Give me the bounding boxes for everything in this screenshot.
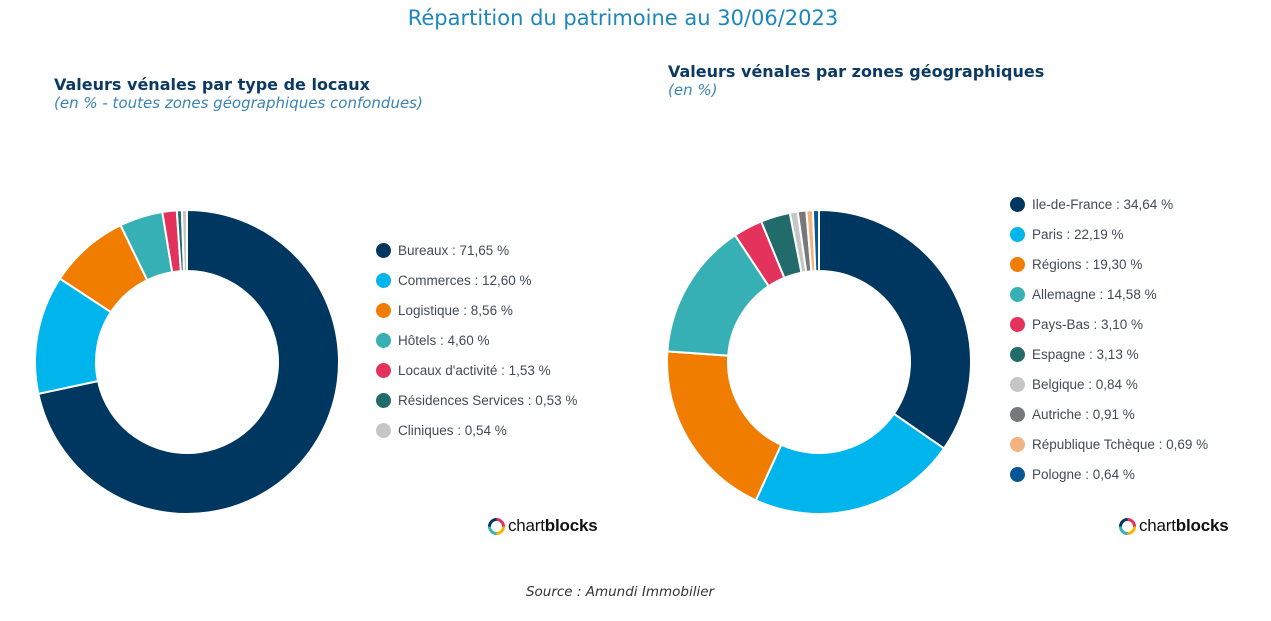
panel-subtitle-type-locaux: (en % - toutes zones géographiques confo…	[54, 94, 423, 112]
legend-label: Cliniques : 0,54 %	[398, 423, 507, 439]
legend-swatch	[1010, 437, 1025, 453]
legend-label: Belgique : 0,84 %	[1032, 377, 1138, 393]
legend-swatch	[1010, 377, 1025, 393]
legend-type-locaux: Bureaux : 71,65 % Commerces : 12,60 % Logi…	[376, 240, 577, 451]
chartblocks-logo: chart blocks	[488, 516, 598, 536]
legend-item-cliniques: Cliniques : 0,54 %	[376, 421, 577, 441]
legend-item-hotels: Hôtels : 4,60 %	[376, 330, 577, 350]
legend-label: Espagne : 3,13 %	[1032, 346, 1139, 362]
legend-item-ile-de-france: Ile-de-France : 34,64 %	[1010, 194, 1208, 214]
legend-label: Allemagne : 14,58 %	[1032, 286, 1157, 302]
legend-item-republique-tcheque: République Tchèque : 0,69 %	[1010, 435, 1208, 455]
legend-label: Hôtels : 4,60 %	[398, 332, 490, 348]
legend-swatch	[1010, 316, 1025, 332]
slice-ile-de-france	[818, 210, 971, 450]
legend-label: Logistique : 8,56 %	[398, 302, 513, 318]
legend-label: Pays-Bas : 3,10 %	[1032, 316, 1144, 332]
legend-swatch	[376, 392, 391, 408]
brand-text-blocks: blocks	[1175, 516, 1229, 535]
panel-subtitle-zones: (en %)	[668, 81, 718, 99]
legend-label: Résidences Services : 0,53 %	[398, 392, 578, 408]
legend-swatch	[376, 362, 391, 378]
chartblocks-logo: chart blocks	[1119, 516, 1229, 536]
legend-item-logistique: Logistique : 8,56 %	[376, 300, 577, 320]
chartblocks-logo-icon	[488, 517, 505, 535]
brand-text-chart: chart	[508, 516, 545, 535]
donut-chart-type-locaux	[35, 210, 339, 514]
legend-swatch	[1010, 256, 1025, 272]
legend-label: Bureaux : 71,65 %	[398, 242, 510, 258]
legend-swatch	[1010, 226, 1025, 242]
legend-swatch	[1010, 407, 1025, 423]
legend-swatch	[1010, 346, 1025, 362]
slice-cliniques	[180, 210, 188, 273]
legend-item-commerces: Commerces : 12,60 %	[376, 270, 577, 290]
panel-title-zones: Valeurs vénales par zones géographiques	[668, 62, 1045, 81]
slice-pologne	[811, 210, 820, 273]
legend-item-espagne: Espagne : 3,13 %	[1010, 344, 1208, 364]
legend-item-belgique: Belgique : 0,84 %	[1010, 375, 1208, 395]
page-title: Répartition du patrimoine au 30/06/2023	[407, 6, 839, 30]
legend-label: Régions : 19,30 %	[1032, 256, 1143, 272]
brand-text-blocks: blocks	[544, 516, 598, 535]
slice-paris	[754, 412, 946, 514]
legend-swatch	[376, 302, 391, 318]
legend-label: Autriche : 0,91 %	[1032, 407, 1135, 423]
brand-text-chart: chart	[1139, 516, 1176, 535]
legend-swatch	[376, 423, 391, 439]
legend-label: Ile-de-France : 34,64 %	[1032, 196, 1174, 212]
panel-title-type-locaux: Valeurs vénales par type de locaux	[54, 75, 370, 94]
legend-item-locaux-d-activite: Locaux d'activité : 1,53 %	[376, 360, 577, 380]
legend-swatch	[376, 272, 391, 288]
legend-item-paris: Paris : 22,19 %	[1010, 224, 1208, 244]
chartblocks-logo-icon	[1119, 517, 1136, 535]
legend-label: Locaux d'activité : 1,53 %	[398, 362, 551, 378]
legend-swatch	[1010, 467, 1025, 483]
legend-item-allemagne: Allemagne : 14,58 %	[1010, 284, 1208, 304]
legend-item-regions: Régions : 19,30 %	[1010, 254, 1208, 274]
legend-item-bureaux: Bureaux : 71,65 %	[376, 240, 577, 260]
legend-swatch	[1010, 286, 1025, 302]
legend-item-residences-services: Résidences Services : 0,53 %	[376, 390, 577, 410]
legend-label: Pologne : 0,64 %	[1032, 467, 1135, 483]
slice-bureaux	[37, 210, 339, 514]
legend-label: République Tchèque : 0,69 %	[1032, 437, 1209, 453]
source-note: Source : Amundi Immobilier	[525, 584, 715, 600]
legend-zones: Ile-de-France : 34,64 % Paris : 22,19 % Ré…	[1010, 194, 1208, 495]
legend-swatch	[376, 332, 391, 348]
legend-item-pays-bas: Pays-Bas : 3,10 %	[1010, 314, 1208, 334]
legend-label: Paris : 22,19 %	[1032, 226, 1124, 242]
donut-chart-zones	[667, 210, 971, 514]
legend-item-autriche: Autriche : 0,91 %	[1010, 405, 1208, 425]
slice-regions	[667, 350, 783, 502]
legend-label: Commerces : 12,60 %	[398, 272, 532, 288]
legend-swatch	[376, 242, 391, 258]
legend-item-pologne: Pologne : 0,64 %	[1010, 465, 1208, 485]
legend-swatch	[1010, 196, 1025, 212]
